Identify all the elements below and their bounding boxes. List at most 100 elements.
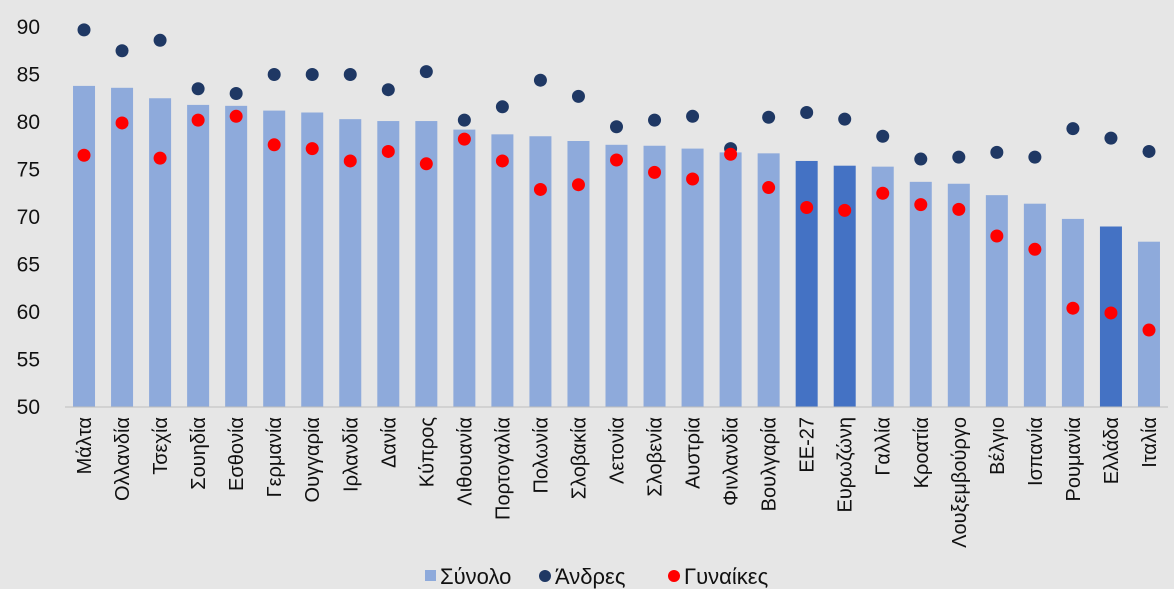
men-dot: [800, 106, 814, 119]
legend-label-men: Άνδρες: [555, 564, 625, 589]
x-tick-label: Ιρλανδία: [340, 417, 362, 492]
bar: [149, 98, 172, 407]
x-tick-label: Δανία: [378, 417, 400, 468]
x-tick-label: Ευρωζώνη: [835, 417, 857, 513]
women-dot: [343, 154, 357, 168]
legend-marker-women: [668, 570, 680, 582]
women-dot: [571, 178, 585, 192]
women-dot: [876, 186, 890, 200]
bar: [605, 144, 628, 408]
women-dot: [115, 116, 129, 130]
women-dot: [952, 202, 966, 216]
legend: Σύνολο Άνδρες Γυναίκες: [425, 564, 768, 589]
bar: [491, 134, 514, 407]
women-dot: [533, 182, 547, 196]
bar: [833, 165, 856, 407]
legend-marker-men: [539, 570, 551, 582]
y-axis: 50 55 60 65 70 75 80 85 90: [17, 16, 40, 419]
men-dot: [495, 100, 509, 114]
men-dot: [229, 87, 243, 100]
men-dot: [686, 109, 700, 123]
women-dot: [762, 181, 776, 195]
women-dot: [990, 229, 1004, 243]
x-axis-labels: Μάλτα Ολλανδία Τσεχία Σουηδία Εσθονία Γερμανί…: [74, 417, 1161, 548]
x-tick-label: Βέλγιο: [987, 417, 1009, 475]
men-dot: [305, 68, 319, 81]
bar: [301, 112, 324, 407]
x-tick-label: Γερμανία: [264, 417, 286, 497]
women-dot: [686, 172, 700, 186]
x-tick-label: Κροατία: [911, 417, 933, 488]
women-dot: [153, 151, 167, 165]
bar: [453, 129, 476, 407]
men-dot: [990, 145, 1004, 159]
women-dot: [419, 157, 433, 171]
x-tick-label: Κύπρος: [416, 417, 438, 488]
x-tick-label: Τσεχία: [150, 417, 172, 475]
x-tick-label: Γαλλία: [873, 417, 895, 476]
x-tick-label: Ρουμανία: [1063, 417, 1085, 502]
bar: [757, 153, 780, 407]
x-tick-label: Ουγγαρία: [302, 417, 324, 502]
men-dot: [381, 83, 395, 97]
bar: [643, 145, 666, 407]
x-tick-label: Ολλανδία: [112, 417, 134, 501]
men-dot: [1028, 150, 1042, 164]
women-dot: [1028, 242, 1042, 256]
x-tick-label: Λιθουανία: [454, 417, 476, 506]
bar: [73, 85, 96, 408]
women-dot: [800, 201, 814, 214]
x-tick-label: Πορτογαλία: [492, 417, 514, 520]
x-tick-label: Λουξεμβούργο: [949, 417, 971, 548]
men-dot: [533, 73, 547, 87]
bar: [567, 141, 590, 407]
x-tick-label: Σλοβενία: [645, 417, 667, 497]
x-tick-label: Μάλτα: [74, 417, 96, 474]
bar: [947, 183, 970, 407]
x-tick-label: Αυστρία: [683, 417, 705, 489]
x-tick-label: Σλοβακία: [568, 417, 590, 499]
women-dot: [305, 142, 319, 156]
women-dot: [838, 203, 852, 217]
bar: [1023, 203, 1046, 407]
women-dot: [229, 109, 243, 123]
x-tick-label: Βουλγαρία: [759, 417, 781, 511]
men-dot: [267, 68, 281, 81]
bar: [909, 181, 932, 407]
y-tick-label: 70: [17, 206, 40, 229]
bar: [263, 110, 286, 407]
y-tick-label: 80: [17, 111, 40, 134]
bar-series: [73, 85, 1160, 408]
men-dot: [1142, 144, 1156, 158]
women-dot: [1066, 301, 1080, 315]
x-tick-label: ΕΕ-27: [797, 417, 819, 473]
bar: [225, 105, 248, 407]
bar: [339, 119, 362, 408]
men-dot: [914, 152, 928, 166]
men-dot: [952, 150, 966, 164]
bar: [719, 152, 742, 407]
legend-swatch-total: [425, 570, 436, 581]
x-tick-label: Φινλανδία: [721, 417, 743, 506]
x-tick-label: Ιταλία: [1139, 417, 1161, 468]
men-dot: [115, 44, 129, 58]
women-dot: [267, 138, 281, 152]
women-dot: [457, 132, 471, 146]
y-tick-label: 65: [17, 254, 40, 277]
y-tick-label: 60: [17, 301, 40, 324]
women-dot-series: [77, 109, 1156, 337]
men-dot: [762, 110, 776, 124]
women-dot: [191, 113, 205, 127]
y-tick-label: 90: [17, 16, 40, 39]
x-tick-label: Σουηδία: [188, 417, 210, 490]
x-tick-label: Λετονία: [607, 417, 629, 484]
men-dot: [610, 120, 623, 134]
men-dot-series: [77, 23, 1156, 166]
men-dot: [876, 129, 890, 143]
legend-label-total: Σύνολο: [440, 564, 511, 589]
men-dot: [153, 33, 167, 47]
bar: [529, 136, 552, 407]
bar: [415, 121, 438, 408]
women-dot: [648, 165, 662, 179]
